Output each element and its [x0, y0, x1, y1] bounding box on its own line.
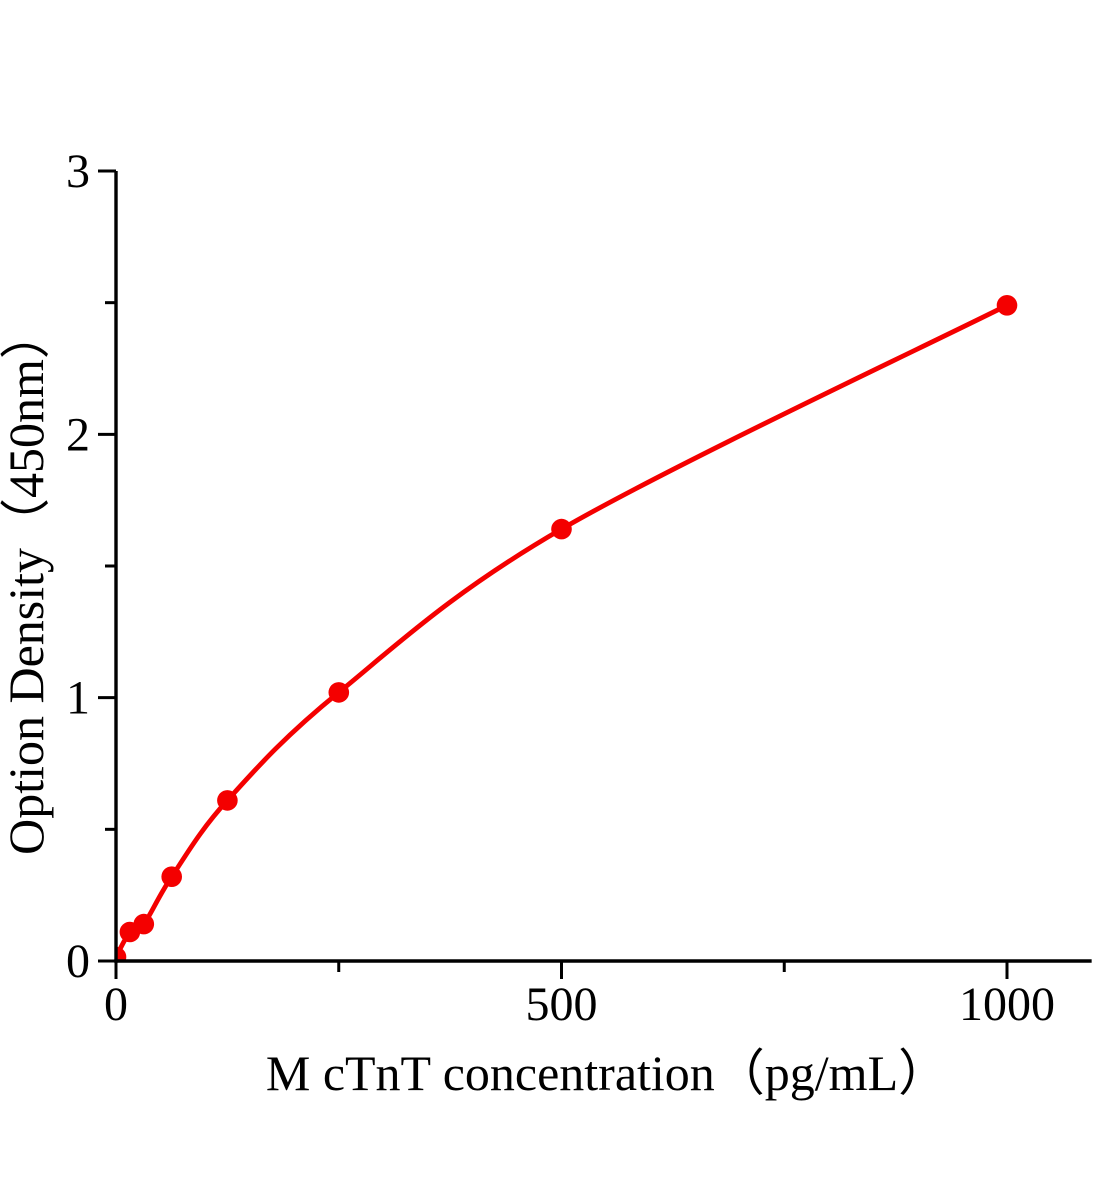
y-tick-label: 3	[66, 145, 90, 198]
y-tick-label: 1	[66, 672, 90, 725]
data-point-marker	[551, 518, 572, 540]
data-point-marker	[217, 790, 238, 811]
data-point-marker	[161, 866, 182, 887]
x-tick-label: 0	[104, 978, 128, 1031]
y-axis-title: Option Density（450nm）	[0, 309, 54, 855]
series-group	[116, 295, 1018, 961]
ticks-group	[98, 169, 1009, 979]
y-tick-label: 2	[66, 408, 90, 461]
standard-curve-line	[116, 302, 1010, 960]
x-axis-title: M cTnT concentration（pg/mL）	[265, 1045, 949, 1101]
x-tick-label: 500	[526, 978, 598, 1031]
y-tick-label: 0	[66, 935, 90, 988]
data-point-marker	[996, 295, 1018, 316]
data-point-marker	[133, 913, 155, 935]
data-point-marker	[328, 682, 350, 703]
axes-group	[114, 171, 1092, 963]
data-point-marker	[116, 946, 127, 961]
x-tick-label: 1000	[959, 978, 1055, 1031]
tick-labels-group: 0 500 1000 0 1 2 3	[66, 145, 1055, 1031]
